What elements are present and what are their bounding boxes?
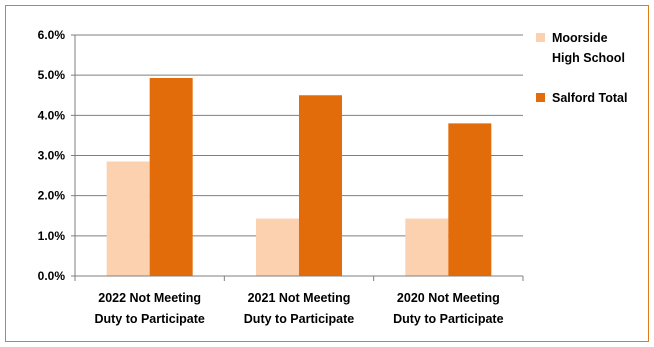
bar [149,77,193,276]
y-tick-label: 1.0% [38,229,66,243]
x-tick-label: 2021 Not Meeting Duty to Participate [244,291,354,326]
legend-swatch [536,33,545,42]
bar [299,95,342,276]
y-tick-label: 5.0% [38,68,66,82]
axes [71,34,524,281]
x-tick-label: 2022 Not Meeting Duty to Participate [94,291,204,326]
legend-label: Salford Total [552,91,627,105]
bars [106,77,492,276]
y-tick-label: 6.0% [38,28,66,42]
legend: Moorside High School Salford Total [536,31,627,105]
bar [256,218,299,276]
bar [448,123,492,276]
y-tick-label: 0.0% [38,269,66,283]
y-tick-label: 3.0% [38,149,66,163]
bar [106,161,150,276]
x-tick-label: 2020 Not Meeting Duty to Participate [393,291,503,326]
y-tick-label: 2.0% [38,189,66,203]
bar [405,218,449,276]
legend-label: Moorside High School [552,31,625,65]
axis-labels: 0.0% 1.0% 2.0% 3.0% 4.0% 5.0% 6.0% 2022 Not Mee… [38,28,504,326]
y-tick-label: 4.0% [38,108,66,122]
legend-swatch [536,93,545,102]
